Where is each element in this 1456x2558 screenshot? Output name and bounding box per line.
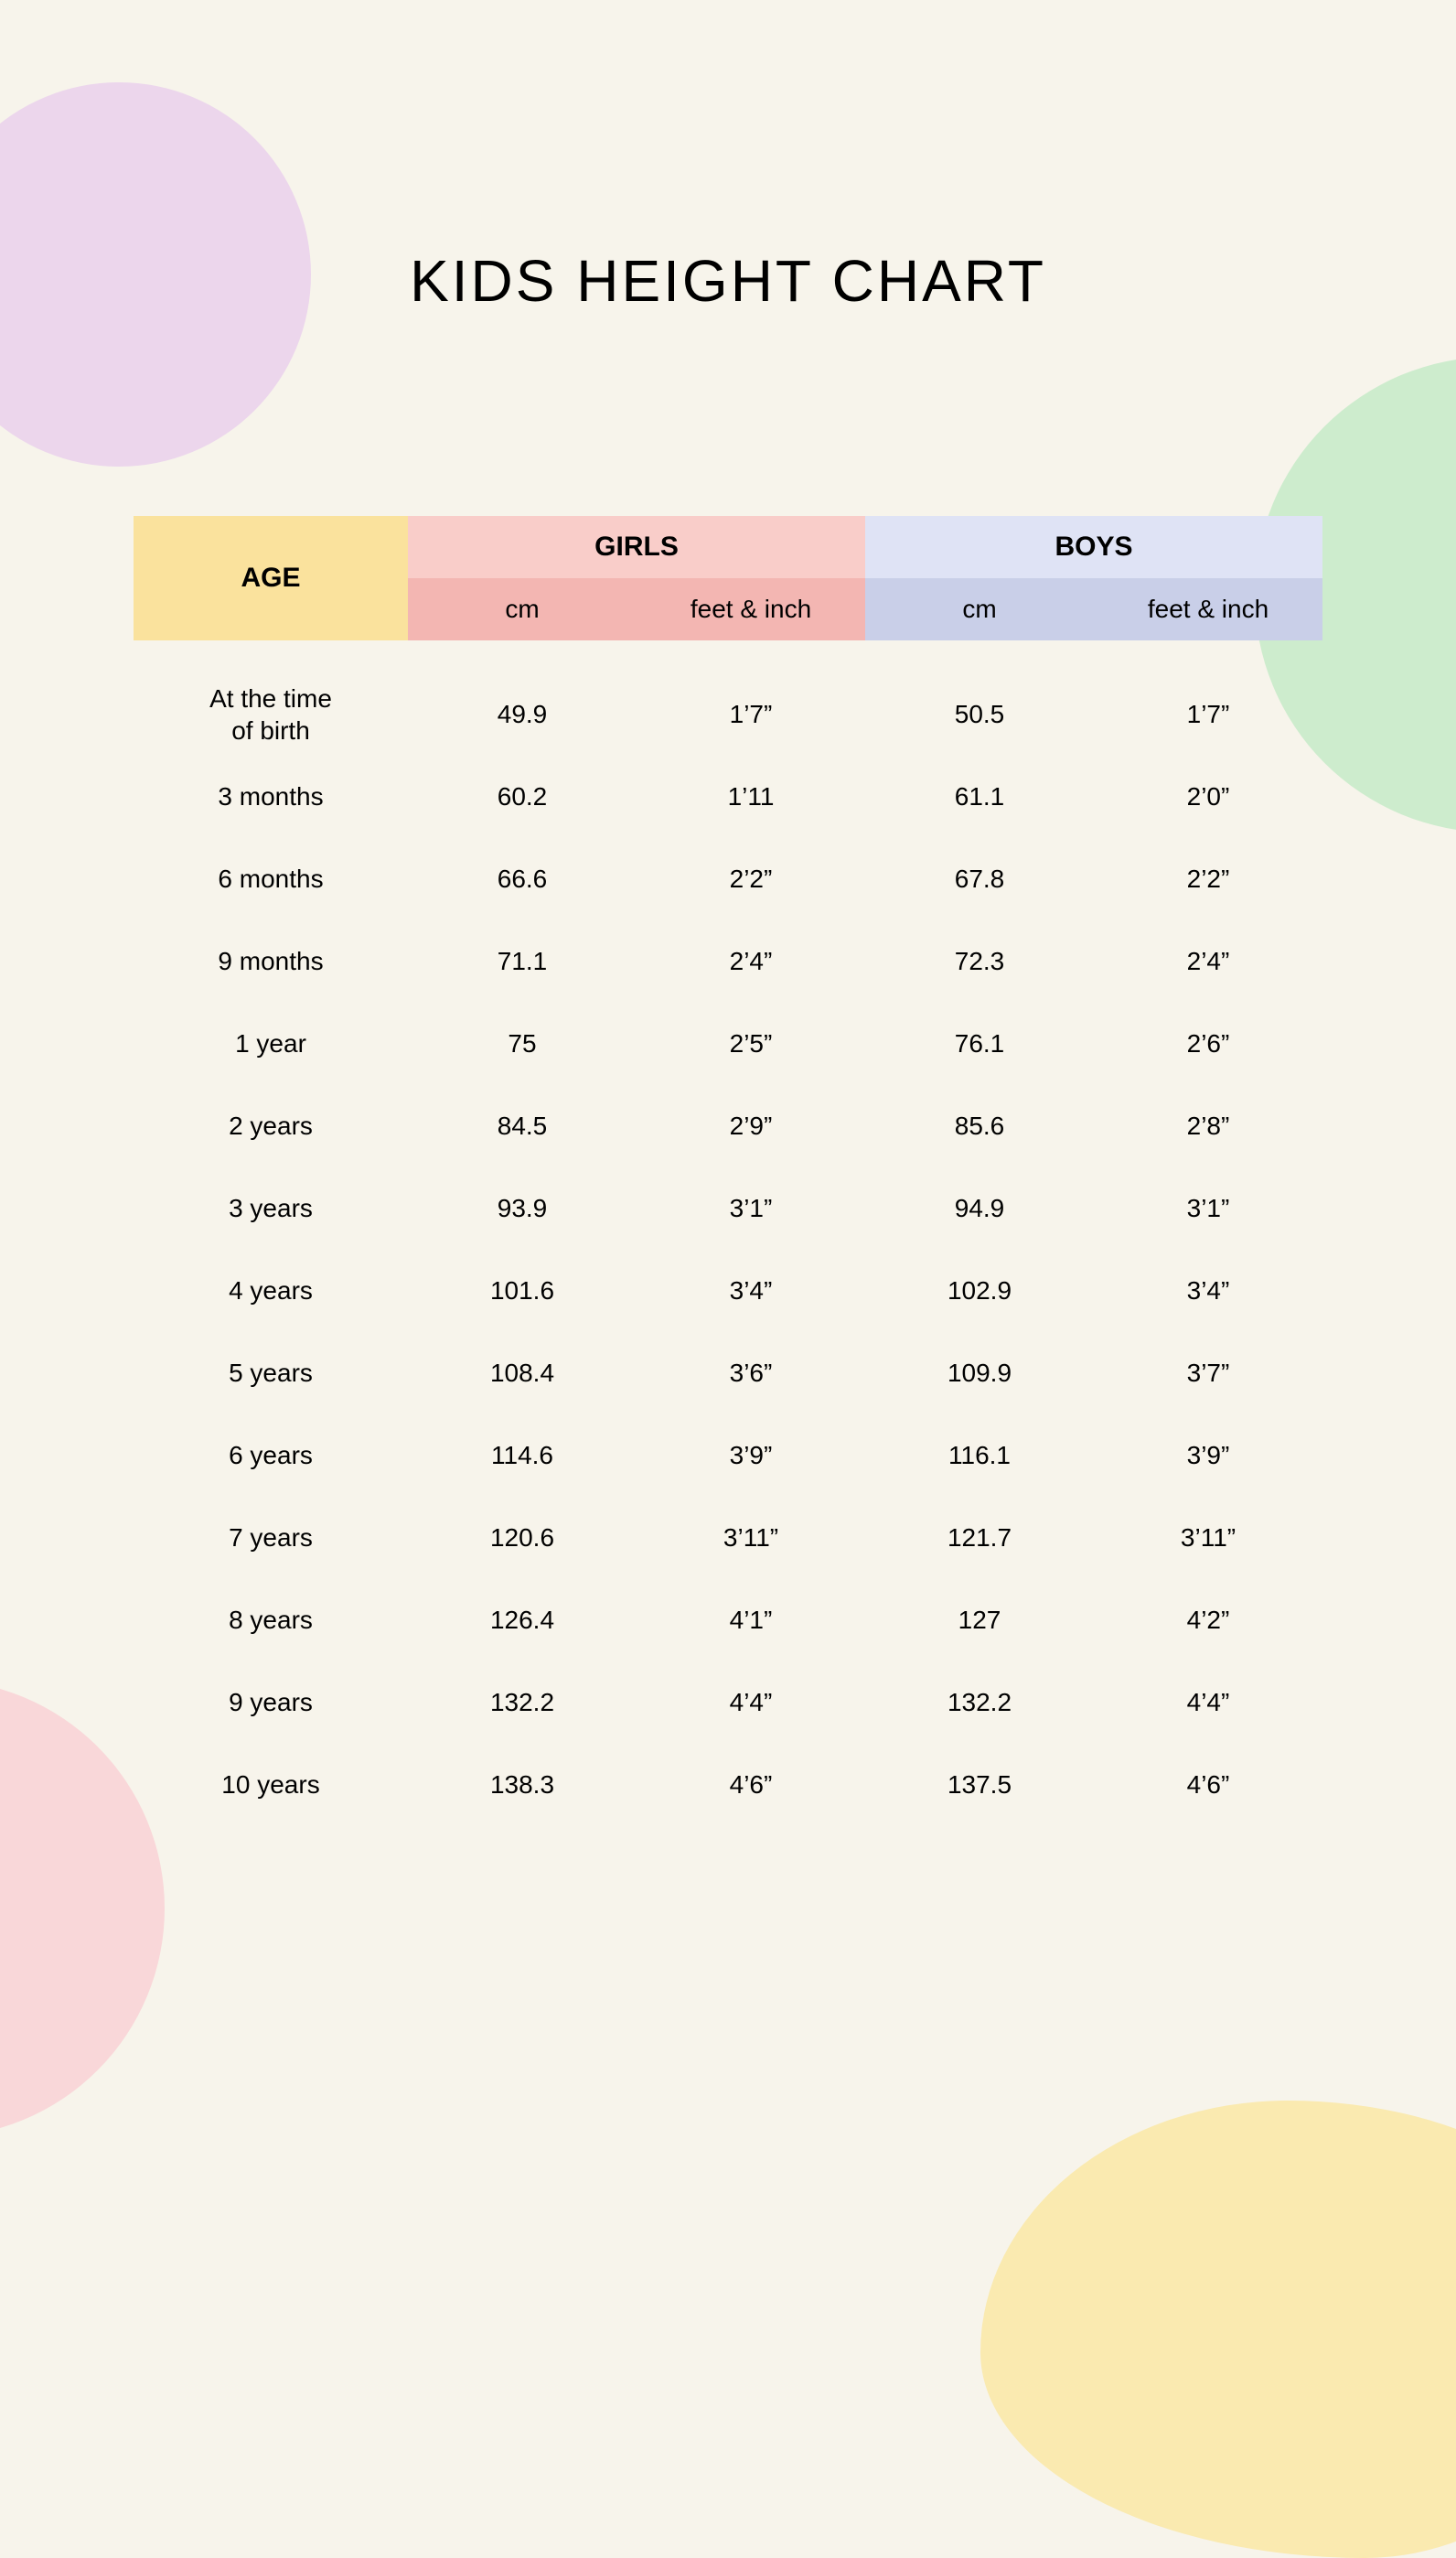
cell-boys-cm: 85.6: [865, 1112, 1094, 1141]
cell-girls-ft: 3’1”: [637, 1194, 865, 1223]
cell-boys-cm: 109.9: [865, 1359, 1094, 1388]
table-row: 8 years126.44’1”1274’2”: [134, 1579, 1322, 1661]
cell-girls-ft: 2’4”: [637, 947, 865, 976]
cell-age: 9 years: [134, 1688, 408, 1717]
cell-boys-cm: 50.5: [865, 700, 1094, 729]
cell-girls-cm: 60.2: [408, 782, 637, 811]
cell-age: At the timeof birth: [134, 682, 408, 747]
header-boys-label: BOYS: [865, 516, 1322, 578]
cell-boys-cm: 132.2: [865, 1688, 1094, 1717]
cell-boys-ft: 3’11”: [1094, 1523, 1322, 1553]
cell-girls-cm: 66.6: [408, 865, 637, 894]
cell-boys-ft: 2’2”: [1094, 865, 1322, 894]
cell-boys-ft: 4’6”: [1094, 1770, 1322, 1800]
table-row: 1 year752’5”76.12’6”: [134, 1003, 1322, 1085]
cell-boys-cm: 116.1: [865, 1441, 1094, 1470]
cell-girls-ft: 3’11”: [637, 1523, 865, 1553]
header-boys-ft: feet & inch: [1094, 578, 1322, 640]
cell-age: 6 years: [134, 1441, 408, 1470]
cell-boys-ft: 4’4”: [1094, 1688, 1322, 1717]
cell-boys-ft: 2’8”: [1094, 1112, 1322, 1141]
cell-boys-ft: 4’2”: [1094, 1606, 1322, 1635]
table-row: At the timeof birth49.91’7”50.51’7”: [134, 673, 1322, 756]
table-row: 9 years132.24’4”132.24’4”: [134, 1661, 1322, 1744]
header-group-boys: BOYS cm feet & inch: [865, 516, 1322, 640]
cell-boys-cm: 102.9: [865, 1276, 1094, 1306]
cell-age: 6 months: [134, 865, 408, 894]
header-girls-ft: feet & inch: [637, 578, 865, 640]
cell-age: 5 years: [134, 1359, 408, 1388]
cell-age: 9 months: [134, 947, 408, 976]
cell-age: 8 years: [134, 1606, 408, 1635]
table-header: AGE GIRLS cm feet & inch BOYS cm feet & …: [134, 516, 1322, 640]
cell-age: 10 years: [134, 1770, 408, 1800]
cell-boys-cm: 72.3: [865, 947, 1094, 976]
header-group-girls: GIRLS cm feet & inch: [408, 516, 865, 640]
cell-girls-cm: 114.6: [408, 1441, 637, 1470]
table-row: 2 years84.52’9”85.62’8”: [134, 1085, 1322, 1167]
cell-age: 1 year: [134, 1029, 408, 1059]
cell-girls-ft: 1’7”: [637, 700, 865, 729]
cell-boys-cm: 61.1: [865, 782, 1094, 811]
cell-girls-cm: 108.4: [408, 1359, 637, 1388]
cell-boys-ft: 1’7”: [1094, 700, 1322, 729]
table-body: At the timeof birth49.91’7”50.51’7”3 mon…: [134, 673, 1322, 1826]
header-age: AGE: [134, 516, 408, 640]
cell-girls-cm: 49.9: [408, 700, 637, 729]
cell-girls-cm: 138.3: [408, 1770, 637, 1800]
cell-girls-cm: 93.9: [408, 1194, 637, 1223]
cell-age: 3 years: [134, 1194, 408, 1223]
cell-girls-cm: 84.5: [408, 1112, 637, 1141]
table-row: 10 years138.34’6”137.54’6”: [134, 1744, 1322, 1826]
cell-girls-cm: 120.6: [408, 1523, 637, 1553]
table-row: 4 years101.63’4”102.93’4”: [134, 1250, 1322, 1332]
table-row: 9 months71.12’4”72.32’4”: [134, 920, 1322, 1003]
cell-girls-ft: 3’6”: [637, 1359, 865, 1388]
page-title: KIDS HEIGHT CHART: [0, 247, 1456, 315]
table-row: 6 months66.62’2”67.82’2”: [134, 838, 1322, 920]
cell-age: 7 years: [134, 1523, 408, 1553]
cell-boys-ft: 3’9”: [1094, 1441, 1322, 1470]
table-row: 6 years114.63’9”116.13’9”: [134, 1414, 1322, 1497]
cell-boys-cm: 121.7: [865, 1523, 1094, 1553]
cell-girls-cm: 126.4: [408, 1606, 637, 1635]
cell-girls-ft: 2’5”: [637, 1029, 865, 1059]
header-girls-cm: cm: [408, 578, 637, 640]
table-row: 3 years93.93’1”94.93’1”: [134, 1167, 1322, 1250]
cell-boys-ft: 3’1”: [1094, 1194, 1322, 1223]
height-table: AGE GIRLS cm feet & inch BOYS cm feet & …: [134, 516, 1322, 1826]
table-row: 5 years108.43’6”109.93’7”: [134, 1332, 1322, 1414]
cell-boys-cm: 67.8: [865, 865, 1094, 894]
decor-blob-bottom-right: [980, 2101, 1456, 2558]
cell-girls-ft: 4’4”: [637, 1688, 865, 1717]
header-girls-label: GIRLS: [408, 516, 865, 578]
table-row: 3 months60.21’1161.12’0”: [134, 756, 1322, 838]
cell-girls-ft: 4’1”: [637, 1606, 865, 1635]
cell-boys-cm: 127: [865, 1606, 1094, 1635]
table-row: 7 years120.63’11”121.73’11”: [134, 1497, 1322, 1579]
cell-girls-cm: 101.6: [408, 1276, 637, 1306]
cell-age: 3 months: [134, 782, 408, 811]
cell-girls-cm: 71.1: [408, 947, 637, 976]
cell-boys-cm: 76.1: [865, 1029, 1094, 1059]
cell-boys-ft: 2’0”: [1094, 782, 1322, 811]
cell-boys-ft: 2’4”: [1094, 947, 1322, 976]
cell-boys-cm: 137.5: [865, 1770, 1094, 1800]
cell-age: 2 years: [134, 1112, 408, 1141]
cell-girls-ft: 3’4”: [637, 1276, 865, 1306]
cell-girls-ft: 2’9”: [637, 1112, 865, 1141]
cell-girls-cm: 75: [408, 1029, 637, 1059]
cell-girls-cm: 132.2: [408, 1688, 637, 1717]
cell-boys-cm: 94.9: [865, 1194, 1094, 1223]
cell-boys-ft: 2’6”: [1094, 1029, 1322, 1059]
cell-girls-ft: 4’6”: [637, 1770, 865, 1800]
cell-girls-ft: 2’2”: [637, 865, 865, 894]
cell-boys-ft: 3’4”: [1094, 1276, 1322, 1306]
header-boys-cm: cm: [865, 578, 1094, 640]
cell-boys-ft: 3’7”: [1094, 1359, 1322, 1388]
cell-girls-ft: 1’11: [637, 782, 865, 811]
cell-age: 4 years: [134, 1276, 408, 1306]
cell-girls-ft: 3’9”: [637, 1441, 865, 1470]
